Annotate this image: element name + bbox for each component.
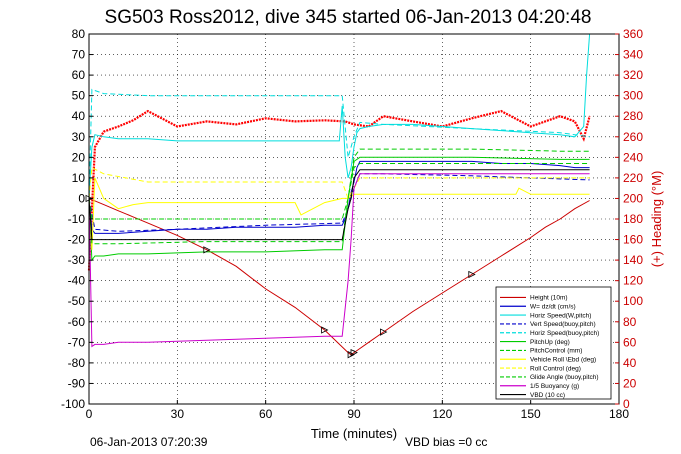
height-marker [203,246,211,254]
y2-tick-label: 220 [623,171,643,185]
x-axis: 0 30 60 90 120 150 180 [86,400,629,421]
x-tick-label: 60 [259,407,273,421]
series-horiz-speed-w-pitch [88,33,591,199]
legend-item-label: Horiz Speed(buoy,pitch) [530,330,599,337]
y-tick-label: 30 [72,130,86,144]
x-tick-label: 30 [171,407,185,421]
legend-item-label: Height (10m) [530,295,568,302]
y2-tick-label: 40 [623,356,637,370]
y-axis-left: -100-90-80-70-60-50-40-30-20-10010203040… [61,27,93,411]
height-marker [468,270,476,279]
x-axis-label: Time (minutes) [311,426,397,441]
legend-item-label: Horiz Speed(W,pitch) [530,312,591,319]
y2-tick-label: 340 [623,48,643,62]
y-tick-label: -40 [68,274,86,288]
y-tick-label: -10 [68,212,86,226]
legend-item-label: W= dz/dt (cm/s) [530,304,576,311]
y2-tick-label: 300 [623,89,643,103]
series-pitchcontrol-mm [88,148,590,220]
x-tick-label: 0 [86,407,93,421]
x-tick-label: 150 [521,407,541,421]
height-marker [380,328,388,336]
series-heading-m [87,109,591,271]
y-tick-label: -80 [68,356,86,370]
legend-item-label: Vert Speed(buoy,pitch) [530,321,596,328]
y-tick-label: -90 [68,376,86,390]
y-tick-label: 70 [72,48,86,62]
y-tick-label: 80 [72,27,86,41]
y-tick-label: 60 [72,68,86,82]
y-tick-label: -30 [68,253,86,267]
x-tick-label: 120 [432,407,452,421]
legend-item-label: Glide Angle (buoy,pitch) [530,374,599,381]
y2-tick-label: 200 [623,191,643,205]
y2-tick-label: 60 [623,335,637,349]
y2-tick-label: 280 [623,109,643,123]
series-vbd-10-cc [88,169,590,241]
series-1-5-buoyancy-g [88,173,590,348]
series-pitchup-deg [88,156,590,262]
chart-title: SG503 Ross2012, dive 345 started 06-Jan-… [105,7,592,28]
y2-tick-label: 160 [623,233,643,247]
y-tick-label: 20 [72,150,86,164]
y2-tick-label: 20 [623,376,637,390]
y-tick-label: 40 [72,109,86,123]
y-axis-right: 0 20 40 60 80 100 120 140 160 180 200 220 240 260 280 3… [615,27,643,411]
y-tick-label: 10 [72,171,86,185]
height-marker [321,326,329,334]
legend-item-label: 1/5 Buoyancy (g) [530,383,579,390]
y2-tick-label: 260 [623,130,643,144]
end-time-label: 06-Jan-2013 07:20:39 [90,435,208,449]
series-lines [87,33,591,356]
y2-tick-label: 180 [623,212,643,226]
x-tick-label: 180 [609,407,629,421]
series-vert-speed-buoy-pitch [88,173,590,232]
legend-item-label: PitchControl (mm) [530,348,582,355]
y2-tick-label: 0 [623,397,630,411]
legend-item-label: VBD (10 cc) [530,392,565,399]
height-marker [350,348,358,357]
y2-tick-label: 100 [623,294,643,308]
y-tick-label: -70 [68,335,86,349]
series-vehicle-roll-ebd-deg [88,177,590,250]
y2-tick-label: 80 [623,315,637,329]
y-tick-label: -50 [68,294,86,308]
y2-tick-label: 240 [623,150,643,164]
vbd-bias-label: VBD bias =0 cc [405,435,487,449]
y2-tick-label: 360 [623,27,643,41]
y2-tick-label: 120 [623,274,643,288]
legend-item-label: PitchUp (deg) [530,339,570,346]
series-roll-control-deg [88,166,590,200]
y-tick-label: 50 [72,89,86,103]
y-tick-label: -60 [68,315,86,329]
y2-axis-label: (+) Heading (°M) [649,171,664,268]
legend-item-label: Vehicle Roll \Ebd (deg) [530,357,596,364]
y-tick-label: 0 [78,191,85,205]
legend: Height (10m) W= dz/dt (cm/s)Horiz Speed(W… [495,286,612,400]
y2-tick-label: 140 [623,253,643,267]
legend-item-label: Roll Control (deg) [530,365,581,372]
x-tick-label: 90 [347,407,361,421]
y2-tick-label: 320 [623,68,643,82]
y-tick-label: -100 [61,397,85,411]
series-horiz-speed-buoy-pitch [88,88,590,199]
y-tick-label: -20 [68,233,86,247]
